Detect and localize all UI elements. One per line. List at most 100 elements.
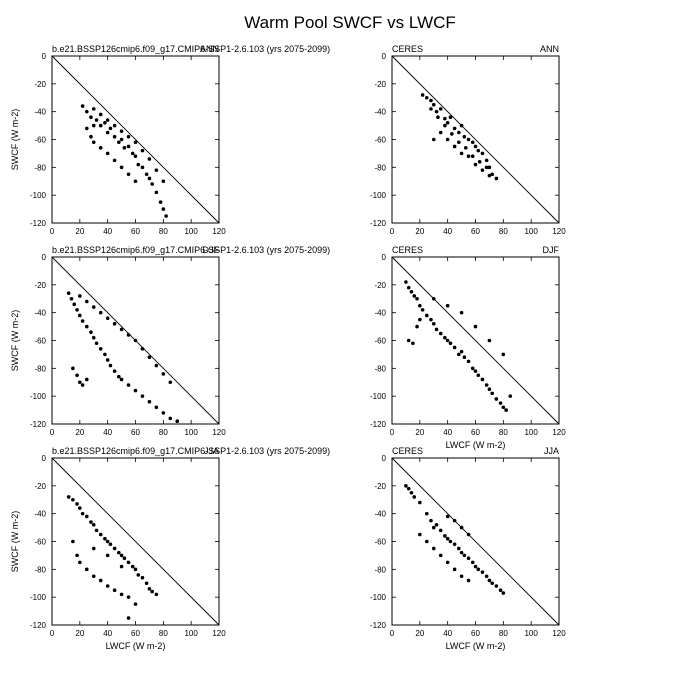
- y-tick-label: -100: [30, 191, 47, 200]
- y-tick-label: -120: [30, 621, 47, 630]
- data-point: [452, 126, 457, 131]
- data-point: [424, 511, 429, 516]
- x-tick-label: 40: [103, 629, 112, 638]
- data-point: [168, 416, 173, 421]
- data-point: [119, 553, 124, 558]
- data-point: [490, 172, 495, 177]
- panel-right-label: JJA: [544, 446, 559, 456]
- x-tick-label: 100: [184, 629, 198, 638]
- data-point: [126, 134, 131, 139]
- data-point: [445, 303, 450, 308]
- one-to-one-line: [391, 256, 560, 425]
- data-point: [431, 102, 436, 107]
- y-tick-label: -40: [374, 108, 386, 117]
- y-tick-label: -120: [370, 420, 387, 429]
- data-point: [144, 172, 149, 177]
- data-point: [140, 575, 145, 580]
- data-point: [126, 333, 131, 337]
- data-point: [452, 345, 457, 350]
- data-point: [429, 518, 433, 523]
- data-point: [448, 341, 453, 346]
- data-point: [501, 352, 506, 357]
- data-point: [126, 144, 131, 149]
- x-axis-label: LWCF (W m-2): [446, 641, 506, 651]
- data-point: [154, 592, 159, 597]
- data-point: [126, 560, 131, 565]
- data-point: [418, 500, 422, 505]
- data-point: [443, 335, 447, 340]
- data-point: [133, 602, 138, 606]
- data-point: [420, 308, 425, 312]
- x-tick-label: 0: [50, 428, 55, 437]
- data-point: [406, 285, 411, 290]
- data-point: [89, 134, 93, 139]
- x-tick-label: 20: [415, 227, 424, 236]
- data-point: [136, 573, 141, 577]
- x-tick-label: 20: [415, 629, 424, 638]
- y-tick-label: -40: [34, 108, 46, 117]
- x-tick-label: 120: [552, 227, 566, 236]
- data-point: [94, 341, 99, 346]
- x-tick-label: 120: [212, 629, 226, 638]
- data-point: [480, 570, 485, 574]
- one-to-one-line: [51, 55, 220, 224]
- data-point: [154, 405, 159, 410]
- data-point: [105, 151, 110, 156]
- one-to-one-line: [391, 55, 560, 224]
- y-tick-label: -100: [370, 593, 387, 602]
- data-point: [140, 347, 145, 351]
- data-point: [476, 567, 481, 572]
- data-point: [78, 313, 82, 318]
- data-point: [119, 564, 124, 569]
- data-point: [71, 497, 75, 502]
- y-tick-label: -120: [370, 621, 387, 630]
- data-point: [150, 182, 154, 186]
- data-point: [438, 528, 443, 533]
- data-point: [147, 157, 152, 161]
- data-point: [98, 310, 103, 315]
- data-point: [80, 319, 85, 323]
- data-point: [406, 338, 411, 343]
- data-point: [75, 502, 79, 506]
- y-tick-label: -80: [34, 163, 46, 172]
- x-tick-label: 20: [75, 629, 84, 638]
- data-point: [487, 387, 492, 392]
- data-point: [459, 574, 464, 579]
- data-point: [154, 190, 159, 195]
- data-point: [91, 140, 96, 145]
- x-tick-label: 100: [184, 227, 198, 236]
- data-point: [164, 214, 168, 218]
- data-point: [438, 107, 443, 111]
- data-point: [112, 158, 117, 163]
- x-tick-label: 40: [443, 428, 452, 437]
- data-point: [105, 584, 110, 588]
- data-point: [508, 394, 513, 398]
- data-point: [126, 172, 131, 177]
- data-point: [126, 383, 131, 387]
- data-point: [494, 397, 499, 401]
- y-tick-label: 0: [42, 253, 47, 262]
- y-tick-label: -60: [34, 136, 46, 145]
- data-point: [406, 486, 411, 491]
- x-tick-label: 0: [50, 227, 55, 236]
- data-point: [452, 567, 457, 572]
- data-point: [462, 553, 467, 558]
- data-point: [457, 140, 461, 145]
- y-tick-label: -80: [374, 565, 386, 574]
- data-point: [140, 148, 145, 153]
- data-point: [75, 373, 79, 378]
- data-point: [98, 532, 103, 537]
- data-point: [457, 130, 461, 135]
- y-tick-label: -120: [30, 420, 47, 429]
- data-point: [103, 536, 107, 541]
- data-point: [112, 369, 117, 373]
- data-point: [424, 95, 429, 100]
- data-point: [91, 305, 96, 309]
- x-tick-label: 60: [471, 629, 480, 638]
- x-tick-label: 0: [390, 428, 395, 437]
- panel-left-label: b.e21.BSSP126cmip6.f09_g17.CMIP6-SSP1-2.…: [52, 245, 330, 255]
- data-point: [69, 296, 74, 301]
- x-tick-label: 40: [443, 227, 452, 236]
- data-point: [466, 578, 471, 583]
- y-tick-label: -20: [34, 281, 46, 290]
